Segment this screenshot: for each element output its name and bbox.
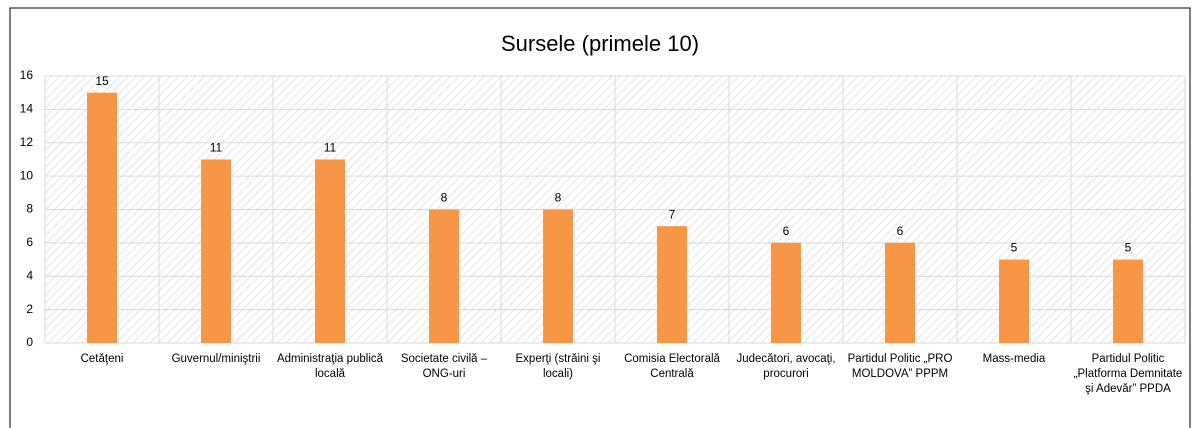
x-tick-label: Partidul Politic „Platforma Demnitate şi… [1073, 353, 1183, 395]
data-label: 8 [555, 191, 562, 205]
x-tick-label: Mass-media [982, 353, 1046, 365]
x-tick-label: Partidul Politic „PRO MOLDOVA” PPPM [847, 353, 953, 380]
x-tick-label: Experţi (străini şi locali) [515, 353, 601, 380]
y-tick-label: 0 [26, 335, 33, 349]
bar [543, 209, 573, 343]
bar [657, 226, 687, 343]
bar [771, 242, 801, 343]
y-tick-label: 16 [20, 68, 34, 82]
y-tick-label: 14 [20, 102, 34, 116]
data-label: 15 [95, 74, 109, 88]
data-label: 11 [210, 141, 223, 155]
y-tick-label: 8 [26, 202, 33, 216]
bar [429, 209, 459, 343]
bar [315, 159, 345, 343]
data-label: 5 [1011, 241, 1018, 255]
data-label: 6 [783, 224, 790, 238]
chart-title: Sursele (primele 10) [501, 31, 699, 56]
x-tick-label: Guvernul/miniştrii [171, 353, 261, 365]
bar [1113, 259, 1143, 343]
bar [201, 159, 231, 343]
y-tick-label: 4 [26, 268, 33, 282]
x-tick-label: Cetăţeni [80, 353, 124, 365]
data-label: 8 [441, 191, 448, 205]
y-tick-label: 12 [20, 135, 34, 149]
data-label: 6 [897, 224, 904, 238]
bar [87, 92, 117, 343]
data-label: 5 [1125, 241, 1132, 255]
y-tick-label: 10 [20, 168, 34, 182]
data-label: 7 [669, 207, 676, 221]
x-tick-label: Administraţia publică locală [276, 353, 384, 380]
y-tick-label: 2 [26, 302, 33, 316]
x-tick-label: Judecători, avocaţi, procurori [736, 353, 836, 380]
data-label: 11 [324, 141, 337, 155]
y-tick-label: 6 [26, 235, 33, 249]
bar [999, 259, 1029, 343]
x-tick-label: Comisia Electorală Centrală [624, 353, 720, 380]
bar [885, 242, 915, 343]
x-tick-label: Societate civilă – ONG-uri [400, 353, 488, 380]
